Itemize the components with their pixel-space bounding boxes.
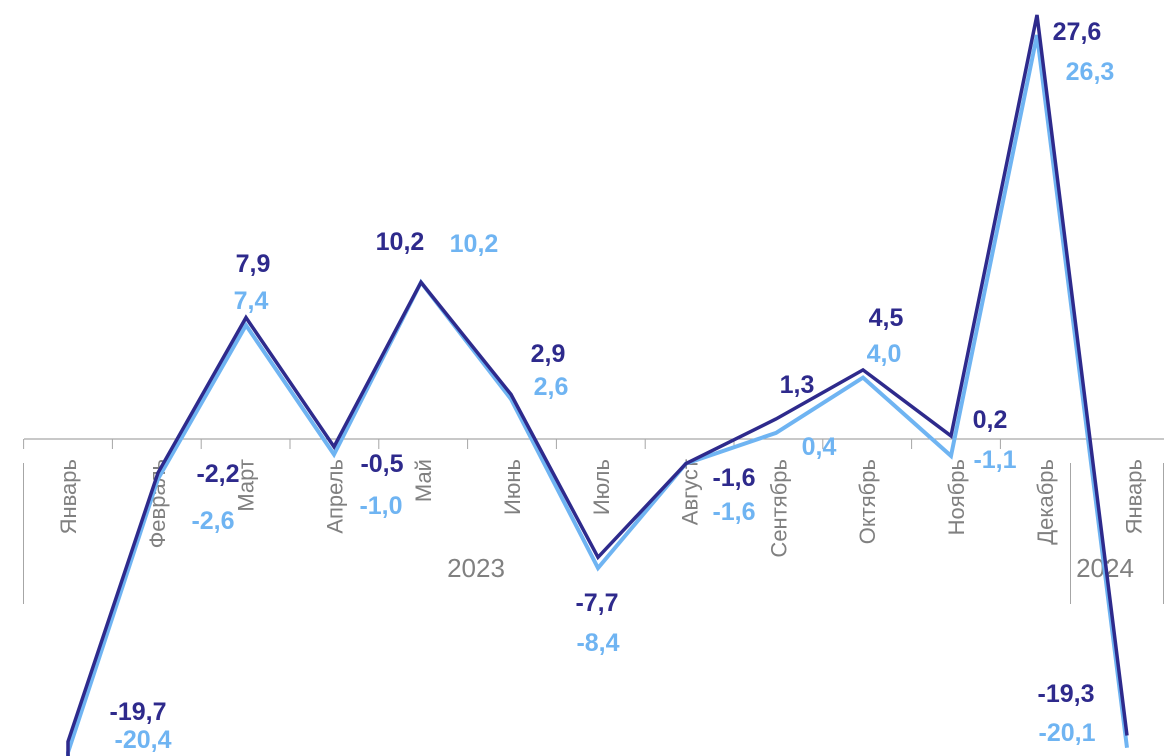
series-line [66,14,1129,756]
data-label: -2,6 [191,507,234,535]
series-layer [66,14,1129,756]
data-label: -20,1 [1039,719,1096,747]
data-label: 7,9 [236,250,271,278]
data-label: 2,9 [531,340,566,368]
x-tick-label: Декабрь [1033,459,1058,545]
x-tick-label: Июль [589,459,614,515]
data-label: 26,3 [1066,58,1115,86]
data-label: -1,0 [359,492,402,520]
x-tick-label: Сентябрь [766,459,791,558]
data-label: 27,6 [1053,18,1102,46]
data-label: 7,4 [234,287,269,315]
series-line [66,34,1129,756]
data-label: -19,3 [1038,680,1095,708]
data-label: 0,2 [973,406,1008,434]
data-labels-layer: -19,7 -2,2 7,9 -0,5 10,2 2,9 -7,7 -1,6 1,3 4,5 0,2… [110,18,1115,754]
data-label: 10,2 [450,230,499,258]
data-label: -1,1 [973,446,1016,474]
data-label: -2,2 [196,460,239,488]
x-tick-label: Январь [56,459,81,534]
data-label: 10,2 [376,228,425,256]
x-tick-label: Апрель [322,459,347,534]
year-label: 2023 [447,553,505,583]
data-label: 1,3 [780,371,815,399]
data-label: -7,7 [575,589,618,617]
data-label: -0,5 [360,450,403,478]
data-label: -1,6 [712,498,755,526]
x-tick-label: Май [411,459,436,502]
x-tick-label: Март [234,459,259,512]
data-label: -1,6 [712,464,755,492]
data-label: 0,4 [802,433,837,461]
x-tick-label: Июнь [500,459,525,515]
x-tick-label: Январь [1122,459,1147,534]
data-label: 4,0 [867,340,902,368]
data-label: 2,6 [534,373,569,401]
data-label: -20,4 [115,726,172,754]
data-label: 4,5 [869,304,904,332]
x-tick-label: Ноябрь [944,459,969,535]
data-label: -8,4 [576,629,619,657]
x-tick-label: Октябрь [855,459,880,544]
data-label: -19,7 [110,698,167,726]
